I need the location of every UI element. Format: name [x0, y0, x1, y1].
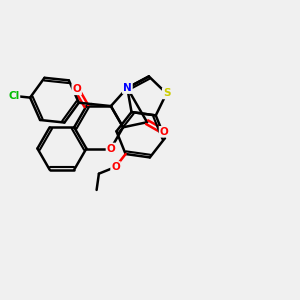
Text: O: O	[111, 162, 120, 172]
Text: S: S	[163, 88, 170, 98]
Text: Cl: Cl	[8, 91, 20, 101]
Text: N: N	[123, 83, 132, 93]
Text: O: O	[106, 143, 115, 154]
Text: O: O	[72, 84, 81, 94]
Text: N: N	[123, 83, 132, 93]
Text: O: O	[160, 127, 168, 137]
